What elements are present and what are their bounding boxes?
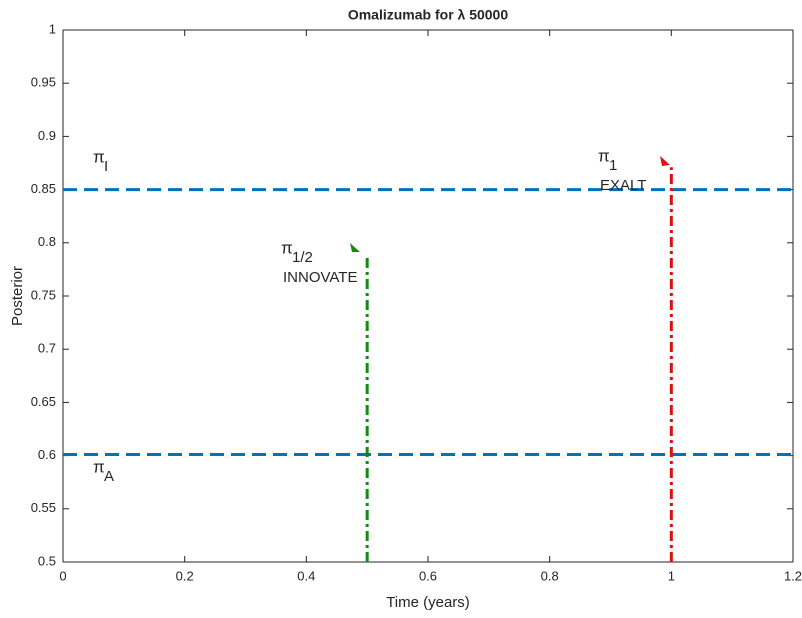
annotation-symbol: π [281, 238, 293, 257]
x-tick-label: 1.2 [784, 568, 802, 583]
y-tick-label: 0.85 [31, 181, 56, 196]
y-tick-label: 0.65 [31, 394, 56, 409]
annotation-subscript: 1/2 [292, 249, 313, 266]
annotation-subscript: I [104, 158, 108, 175]
y-tick-label: 0.6 [38, 447, 56, 462]
x-tick-label: 0.2 [176, 568, 194, 583]
y-tick-label: 0.9 [38, 128, 56, 143]
annotation-subscript: 1 [609, 157, 617, 174]
annotation-subscript: A [104, 468, 114, 485]
y-tick-label: 0.5 [38, 553, 56, 568]
annotation-symbol: π [93, 457, 105, 476]
annotation-symbol: π [598, 146, 610, 165]
y-tick-label: 0.8 [38, 234, 56, 249]
y-tick-label: 0.75 [31, 287, 56, 302]
chart-title: Omalizumab for λ 50000 [348, 7, 509, 23]
annotation-symbol: π [93, 147, 105, 166]
x-tick-label: 0.6 [419, 568, 437, 583]
arrow-head [660, 156, 670, 166]
x-tick-label: 0.8 [541, 568, 559, 583]
plot-frame [62, 29, 794, 563]
y-tick-label: 0.55 [31, 500, 56, 515]
annotation-label: INNOVATE [283, 269, 357, 286]
x-tick-label: 0.4 [297, 568, 315, 583]
y-tick-label: 1 [49, 21, 56, 36]
arrow-head [350, 243, 360, 252]
y-tick-label: 0.7 [38, 341, 56, 356]
x-tick-label: 0 [59, 568, 66, 583]
x-axis-label: Time (years) [386, 594, 470, 611]
y-tick-label: 0.95 [31, 75, 56, 90]
x-tick-label: 1 [668, 568, 675, 583]
y-axis-label: Posterior [9, 266, 26, 326]
annotation-label: EXALT [600, 177, 646, 194]
